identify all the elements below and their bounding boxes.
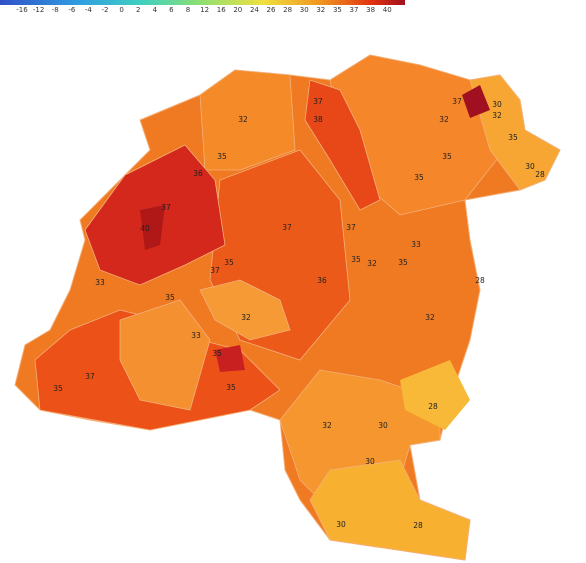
contour-label: 35: [165, 293, 175, 302]
legend-tick-label: 20: [233, 6, 242, 14]
contour-label: 35: [508, 133, 518, 142]
contour-label: 35: [414, 173, 424, 182]
contour-label: 30: [492, 100, 502, 109]
contour-label: 32: [492, 111, 502, 120]
legend-tick-label: 26: [267, 6, 276, 14]
legend-tick-label: 37: [350, 6, 359, 14]
contour-label: 37: [452, 97, 462, 106]
legend-tick-label: -2: [102, 6, 109, 14]
contour-label: 35: [226, 383, 236, 392]
contour-label: 32: [439, 115, 449, 124]
contour-label: 37: [282, 223, 292, 232]
legend-tick-label: 8: [186, 6, 190, 14]
legend-tick-label: 6: [169, 6, 174, 14]
legend-tick-label: -4: [85, 6, 93, 14]
contour-label: 35: [53, 384, 63, 393]
contour-label: 32: [367, 259, 377, 268]
contour-label: 36: [317, 276, 327, 285]
legend-tick-label: 30: [300, 6, 309, 14]
legend-tick-label: -12: [33, 6, 44, 14]
contour-label: 35: [398, 258, 408, 267]
contour-label: 32: [322, 421, 332, 430]
contour-label: 32: [238, 115, 248, 124]
contour-label: 36: [193, 169, 203, 178]
contour-label: 33: [191, 331, 201, 340]
contour-label: 32: [241, 313, 251, 322]
contour-label: 35: [224, 258, 234, 267]
contour-label: 37: [210, 266, 220, 275]
contour-label: 37: [85, 372, 95, 381]
contour-label: 28: [475, 276, 485, 285]
contour-label: 38: [313, 115, 323, 124]
contour-label: 35: [442, 152, 452, 161]
contour-label: 30: [525, 162, 535, 171]
legend-labels: -16 -12 -8 -6 -4 -2 0 2 4 6 8 12 16 20 24 26 28 30 32 35 37 3…: [16, 6, 391, 14]
legend-tick-label: 35: [333, 6, 342, 14]
legend-tick-label: 4: [153, 6, 158, 14]
legend-tick-label: 38: [366, 6, 375, 14]
contour-label: 30: [365, 457, 375, 466]
legend-tick-label: 16: [217, 6, 226, 14]
legend-tick-label: 0: [119, 6, 123, 14]
contour-label: 30: [336, 520, 346, 529]
legend-tick-label: 24: [250, 6, 259, 14]
contour-label: 35: [212, 349, 222, 358]
contour-label: 35: [351, 255, 361, 264]
contour-label: 28: [413, 521, 423, 530]
contour-label: 28: [428, 402, 438, 411]
contour-label: 37: [161, 203, 171, 212]
legend-tick-label: -8: [52, 6, 59, 14]
contour-label: 37: [346, 223, 356, 232]
contour-label: 35: [217, 152, 227, 161]
contour-label: 33: [411, 240, 421, 249]
contour-label: 37: [313, 97, 323, 106]
color-bar: [0, 0, 405, 5]
contour-label: 32: [425, 313, 435, 322]
legend-tick-label: 28: [283, 6, 292, 14]
legend-tick-label: 40: [383, 6, 392, 14]
contour-label: 40: [140, 224, 150, 233]
contour-label: 30: [378, 421, 388, 430]
map-regions: [14, 54, 561, 561]
legend-tick-label: 2: [136, 6, 140, 14]
contour-label: 28: [535, 170, 545, 179]
legend-tick-label: -6: [68, 6, 76, 14]
contour-label: 33: [95, 278, 105, 287]
legend-tick-label: 32: [316, 6, 325, 14]
legend-tick-label: 12: [200, 6, 209, 14]
legend-tick-label: -16: [16, 6, 28, 14]
